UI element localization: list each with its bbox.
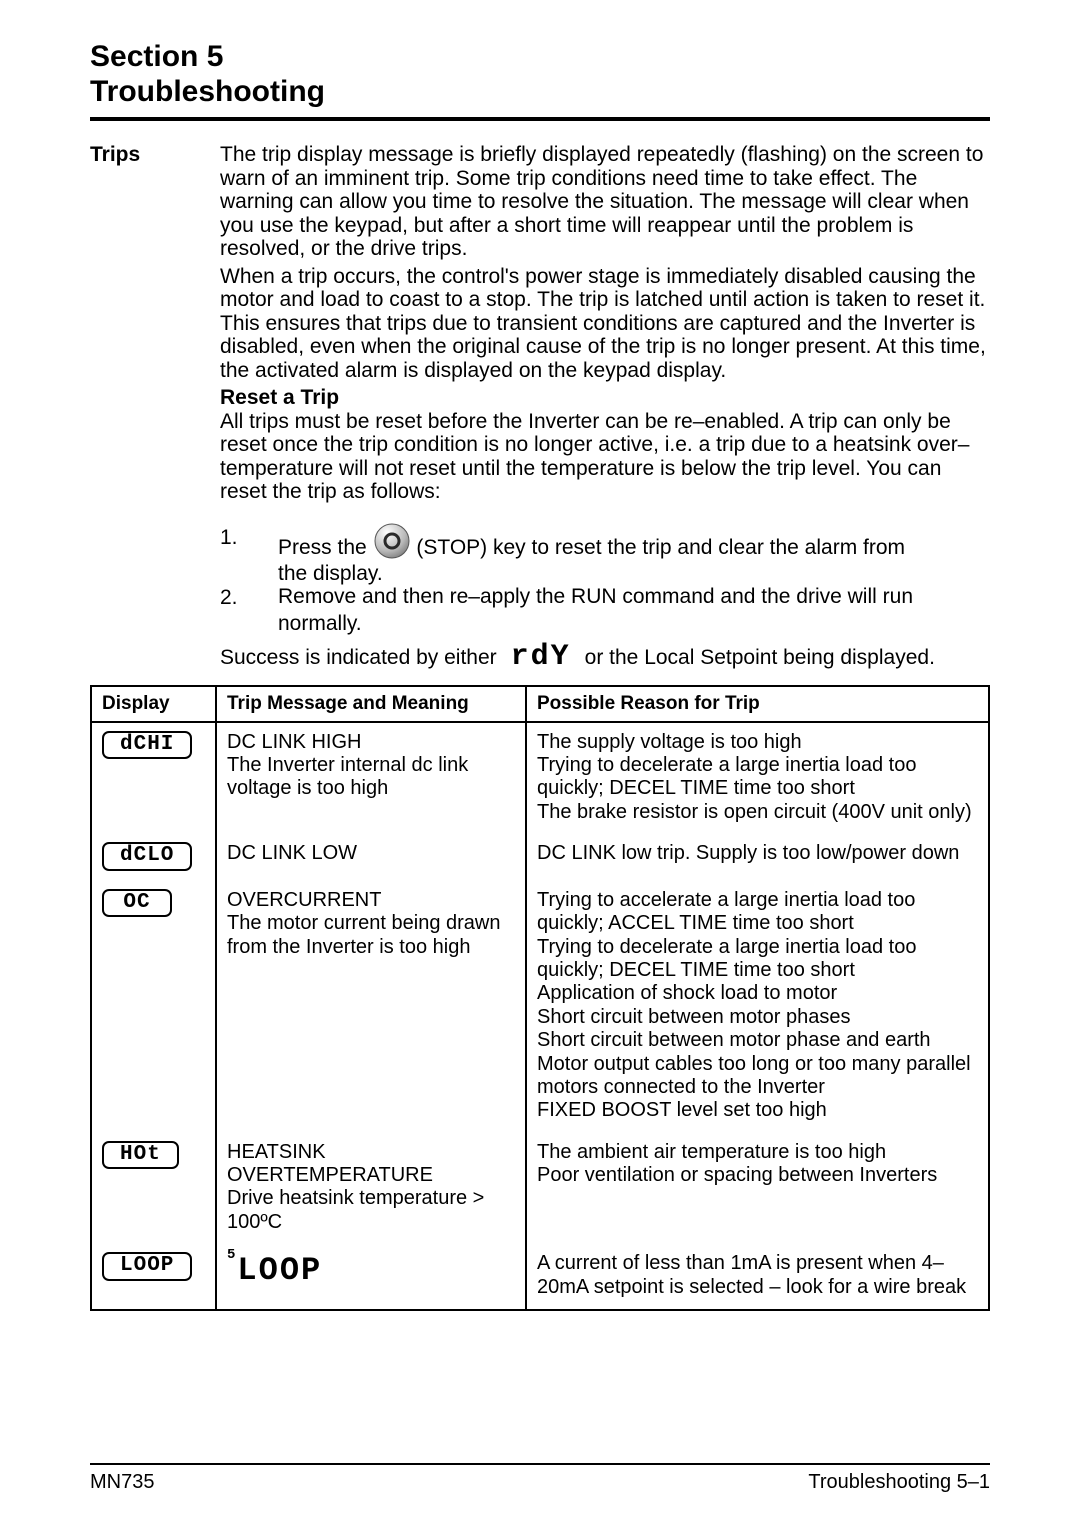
table-row: HOt HEATSINK OVERTEMPERATURE Drive heats… (91, 1133, 989, 1245)
trip-reason: The supply voltage is too high Trying to… (526, 722, 989, 835)
success-text-post: or the Local Setpoint being displayed. (585, 646, 935, 670)
trip-message-segment: 5LOOP (216, 1244, 526, 1310)
table-header-reason: Possible Reason for Trip (526, 686, 989, 722)
step-1-text-post: (STOP) key to reset the trip and clear t… (416, 536, 905, 559)
step-2-number: 2. (220, 586, 278, 610)
step-2-text-b: normally. (278, 612, 990, 636)
table-row: dCHI DC LINK HIGH The Inverter internal … (91, 722, 989, 835)
display-code: LOOP (102, 1252, 192, 1281)
table-row: LOOP 5LOOP A current of less than 1mA is… (91, 1244, 989, 1310)
trip-message: HEATSINK OVERTEMPERATURE Drive heatsink … (216, 1133, 526, 1245)
trip-table: Display Trip Message and Meaning Possibl… (90, 685, 990, 1311)
display-code: dCHI (102, 731, 192, 760)
step-1-text-pre: Press the (278, 536, 373, 559)
trip-reason: DC LINK low trip. Supply is too low/powe… (526, 834, 989, 881)
table-header-message: Trip Message and Meaning (216, 686, 526, 722)
table-row: OC OVERCURRENT The motor current being d… (91, 881, 989, 1133)
trip-message: OVERCURRENT The motor current being draw… (216, 881, 526, 1133)
trip-reason: A current of less than 1mA is present wh… (526, 1244, 989, 1310)
trips-side-label: Trips (90, 143, 220, 675)
display-code: OC (102, 889, 172, 918)
reset-trip-para: All trips must be reset before the Inver… (220, 410, 990, 504)
success-segment-rdy: rdY (503, 641, 579, 675)
section-title-line1: Section 5 (90, 40, 990, 75)
stop-button-icon (373, 522, 411, 560)
section-rule (90, 117, 990, 121)
trips-para-2: When a trip occurs, the control's power … (220, 265, 990, 383)
table-header-display: Display (91, 686, 216, 722)
display-code: dCLO (102, 842, 192, 871)
trip-reason: The ambient air temperature is too high … (526, 1133, 989, 1245)
trips-para-1: The trip display message is briefly disp… (220, 143, 990, 261)
step-1-number: 1. (220, 526, 278, 550)
success-text-pre: Success is indicated by either (220, 646, 497, 670)
trip-reason: Trying to accelerate a large inertia loa… (526, 881, 989, 1133)
footer-right: Troubleshooting 5–1 (808, 1471, 990, 1494)
table-row: dCLO DC LINK LOW DC LINK low trip. Suppl… (91, 834, 989, 881)
footer-rule (90, 1463, 990, 1465)
step-2-text-a: Remove and then re–apply the RUN command… (278, 585, 913, 609)
trip-message: DC LINK HIGH The Inverter internal dc li… (216, 722, 526, 835)
reset-trip-heading: Reset a Trip (220, 386, 990, 410)
step-1-line2: the display. (278, 562, 990, 586)
section-title-line2: Troubleshooting (90, 75, 990, 110)
trip-message: DC LINK LOW (216, 834, 526, 881)
display-code: HOt (102, 1141, 179, 1170)
footer-left: MN735 (90, 1471, 154, 1494)
